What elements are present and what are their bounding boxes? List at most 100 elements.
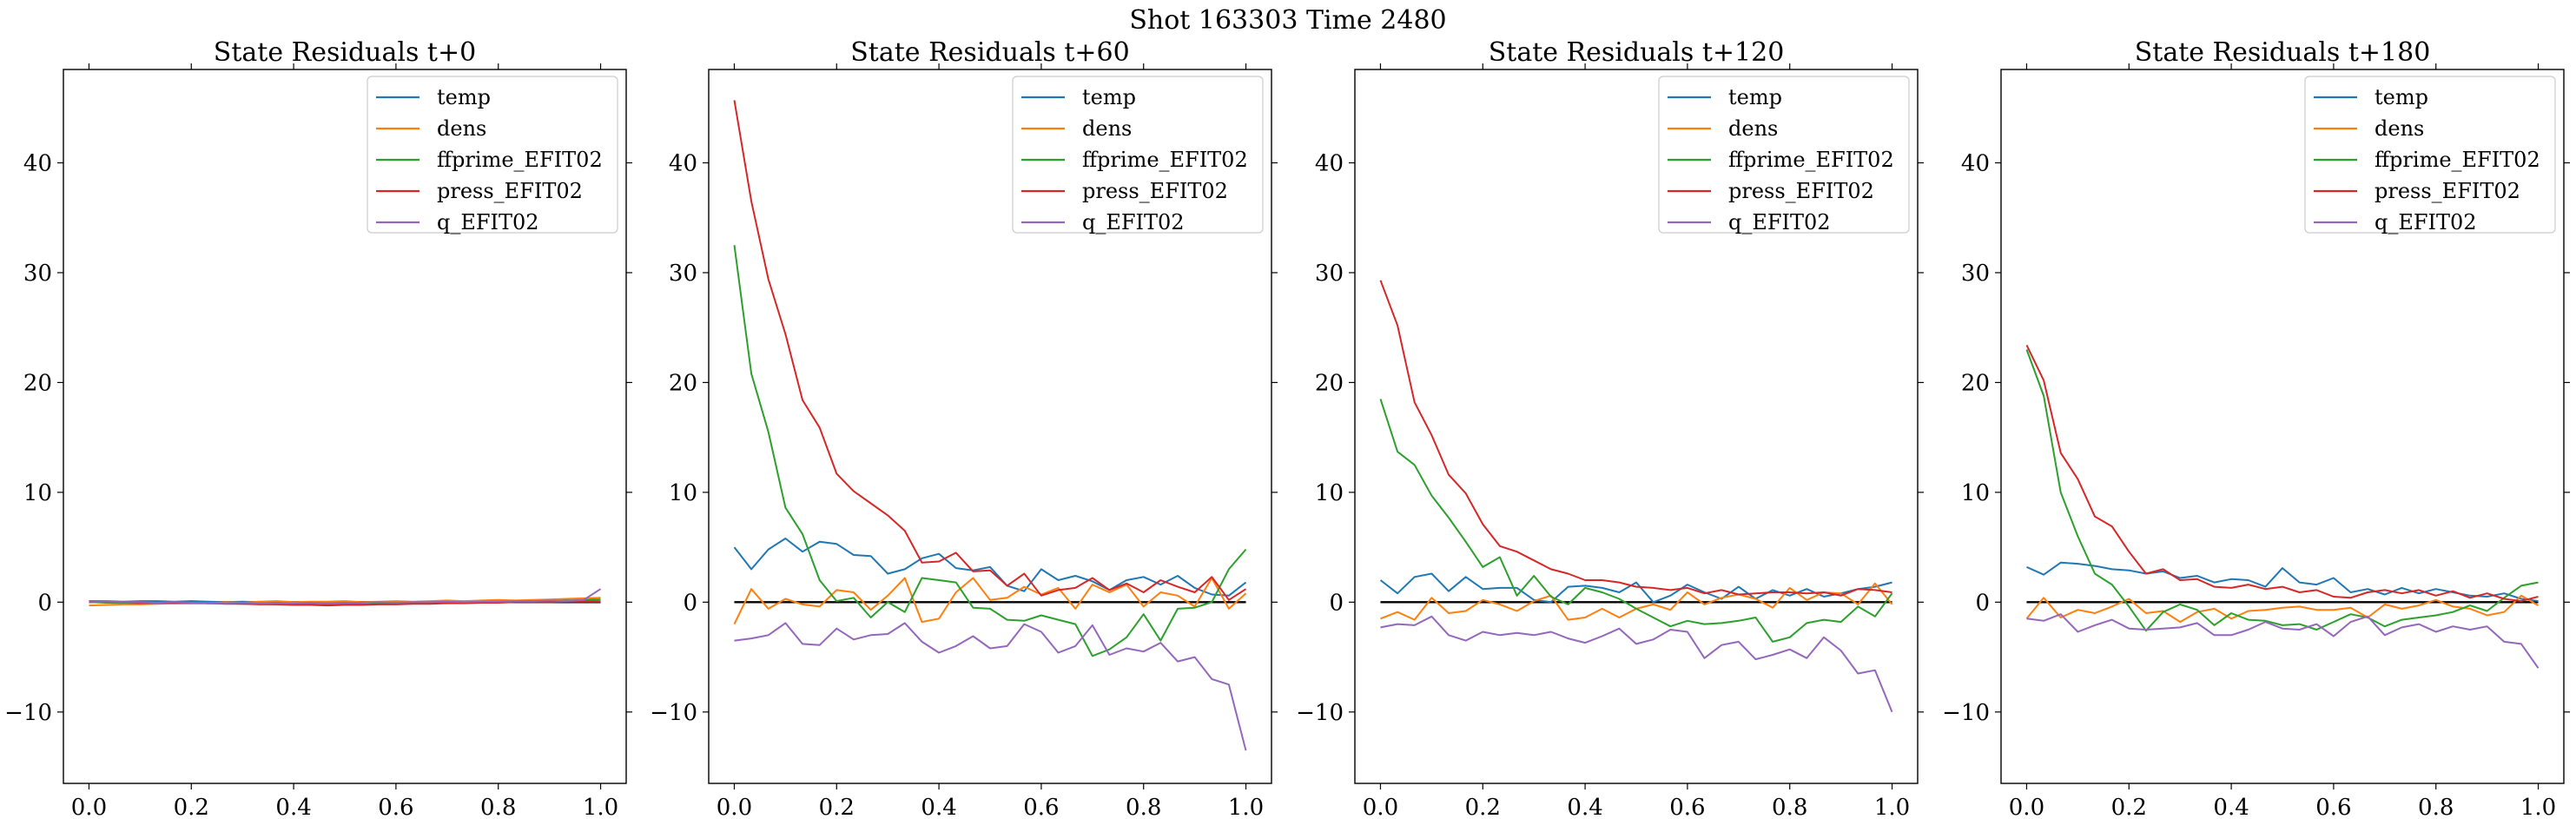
chart-panel-2: State Residuals t+120 0.0 0.2 0.4 0.6 0.8 1.0 −…: [1296, 37, 1924, 819]
y-tick-label: 40: [1961, 150, 1990, 176]
legend-label: dens: [2375, 116, 2424, 141]
y-tick-label: −10: [4, 700, 52, 726]
series-line-dens: [2025, 594, 2539, 624]
series-line-q_EFIT02: [2026, 613, 2540, 669]
x-tick-label: 1.0: [2520, 795, 2556, 819]
axes-frame: [708, 69, 1272, 784]
series-line-dens: [733, 577, 1247, 625]
y-tick-label: 20: [1961, 370, 1990, 396]
x-tick-label: 0.2: [819, 795, 855, 819]
legend-box: [1658, 76, 1910, 234]
axes-frame: [2000, 69, 2565, 784]
legend-label: q_EFIT02: [1728, 210, 1831, 234]
x-tick-label: 0.8: [1772, 795, 1807, 819]
x-tick-label: 0.6: [1023, 795, 1059, 819]
y-tick-label: 10: [1961, 480, 1990, 506]
figure-suptitle: Shot 163303 Time 2480: [1129, 5, 1446, 36]
legend-label: press_EFIT02: [1082, 179, 1228, 203]
legend-label: q_EFIT02: [2375, 210, 2477, 234]
x-tick-label: 0.6: [2315, 795, 2351, 819]
legend-label: ffprime_EFIT02: [2375, 148, 2540, 172]
y-tick-label: 30: [1961, 261, 1990, 287]
series-line-q_EFIT02: [89, 588, 602, 604]
y-tick-label: 40: [1315, 150, 1344, 176]
legend: temp dens ffprime_EFIT02 press_EFIT02 q_EFIT…: [2304, 76, 2556, 234]
legend-label: temp: [437, 85, 491, 109]
x-tick-label: 0.8: [1126, 795, 1161, 819]
series-line-press_EFIT02: [89, 600, 601, 607]
panel-title: State Residuals t+120: [1489, 37, 1785, 68]
y-tick-label: 20: [669, 370, 697, 396]
x-tick-label: 0.2: [2111, 795, 2147, 819]
x-tick-label: 0.2: [1465, 795, 1501, 819]
x-tick-label: 1.0: [583, 795, 618, 819]
x-tick-label: 0.4: [2213, 795, 2249, 819]
y-tick-label: 30: [23, 261, 52, 287]
legend-label: temp: [2375, 85, 2428, 109]
legend-label: ffprime_EFIT02: [1082, 148, 1248, 172]
series-line-ffprime_EFIT02: [1379, 399, 1893, 643]
series-line-q_EFIT02: [734, 622, 1247, 751]
y-tick-label: −10: [1942, 700, 1990, 726]
legend-label: q_EFIT02: [1082, 210, 1185, 234]
y-tick-label: 10: [1315, 480, 1344, 506]
panel-title: State Residuals t+180: [2135, 37, 2431, 68]
x-tick-label: 0.0: [1363, 795, 1398, 819]
y-tick-label: 0: [1975, 590, 1990, 616]
y-tick-label: 40: [669, 150, 697, 176]
y-tick-label: −10: [650, 700, 697, 726]
legend-label: dens: [1728, 116, 1778, 141]
y-tick-label: 30: [1315, 261, 1344, 287]
x-tick-label: 0.4: [1567, 795, 1602, 819]
y-tick-label: 0: [683, 590, 697, 616]
legend-label: temp: [1082, 85, 1136, 109]
panel-title: State Residuals t+60: [850, 37, 1129, 68]
x-tick-label: 0.6: [1669, 795, 1705, 819]
panels: State Residuals t+0 0.0 0.2 0.4 0.6 0.8 1.0 −10…: [4, 37, 2570, 819]
legend: temp dens ffprime_EFIT02 press_EFIT02 q_EFIT…: [367, 76, 618, 234]
y-tick-label: 20: [1315, 370, 1344, 396]
legend-label: press_EFIT02: [437, 179, 583, 203]
legend-label: ffprime_EFIT02: [437, 148, 603, 172]
legend-box: [2304, 76, 2556, 234]
legend-label: dens: [437, 116, 486, 141]
series-line-temp: [1379, 572, 1892, 604]
legend-label: press_EFIT02: [2375, 179, 2520, 203]
chart-panel-1: State Residuals t+60 0.0 0.2 0.4 0.6 0.8 1.0 −1…: [650, 37, 1278, 819]
x-tick-label: 0.0: [2009, 795, 2044, 819]
y-tick-label: 0: [1329, 590, 1344, 616]
x-tick-label: 1.0: [1228, 795, 1264, 819]
y-tick-label: −10: [1296, 700, 1344, 726]
x-tick-label: 0.0: [717, 795, 752, 819]
x-tick-label: 0.4: [275, 795, 311, 819]
legend-label: dens: [1082, 116, 1132, 141]
x-tick-label: 0.8: [2418, 795, 2454, 819]
panel-title: State Residuals t+0: [214, 37, 476, 68]
legend-label: press_EFIT02: [1728, 179, 1874, 203]
series-line-press_EFIT02: [1379, 280, 1892, 597]
legend-box: [367, 76, 618, 234]
y-tick-label: 40: [23, 150, 52, 176]
legend-label: ffprime_EFIT02: [1728, 148, 1894, 172]
y-tick-label: 0: [37, 590, 52, 616]
legend-label: temp: [1728, 85, 1782, 109]
axes-frame: [63, 69, 627, 784]
chart-panel-0: State Residuals t+0 0.0 0.2 0.4 0.6 0.8 1.0 −10…: [4, 37, 632, 819]
series-line-temp: [2026, 561, 2539, 603]
chart-panel-3: State Residuals t+180 0.0 0.2 0.4 0.6 0.8 1.0 −…: [1942, 37, 2570, 819]
y-tick-label: 20: [23, 370, 52, 396]
series-line-ffprime_EFIT02: [2025, 349, 2539, 632]
series-line-ffprime_EFIT02: [733, 245, 1247, 657]
x-tick-label: 0.0: [71, 795, 107, 819]
y-tick-label: 10: [23, 480, 52, 506]
legend-box: [1012, 76, 1264, 234]
x-tick-label: 0.4: [921, 795, 956, 819]
axes-frame: [1354, 69, 1919, 784]
legend-label: q_EFIT02: [437, 210, 539, 234]
series-line-press_EFIT02: [733, 100, 1247, 601]
series-line-q_EFIT02: [1380, 615, 1893, 713]
x-tick-label: 1.0: [1874, 795, 1910, 819]
y-tick-label: 30: [669, 261, 697, 287]
x-tick-label: 0.2: [174, 795, 209, 819]
